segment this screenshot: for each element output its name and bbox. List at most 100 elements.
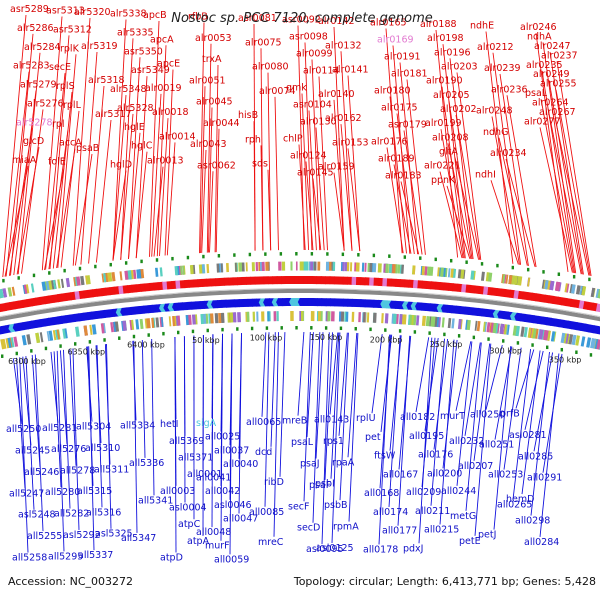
forward-gene-connector xyxy=(120,113,134,260)
forward-gene-label: alr0169 xyxy=(377,35,414,46)
reverse-gene-connector xyxy=(378,334,391,545)
forward-gene-connector xyxy=(304,42,313,251)
reverse-gene-connector xyxy=(324,332,333,480)
feature-mark xyxy=(114,321,119,332)
feature-mark xyxy=(0,339,5,350)
feature-mark xyxy=(340,311,345,322)
track-dot xyxy=(15,351,18,356)
reverse-gene-label: murF xyxy=(205,541,230,552)
forward-gene-connector xyxy=(456,72,482,260)
forward-gene-connector xyxy=(539,127,573,273)
reverse-gene-label: asl5292 xyxy=(63,530,101,541)
feature-mark xyxy=(177,315,181,326)
feature-mark xyxy=(470,270,475,280)
feature-mark xyxy=(7,287,12,297)
forward-gene-connector xyxy=(153,166,164,257)
reverse-gene-connector xyxy=(330,332,340,479)
reverse-gene-label: asl0125 xyxy=(316,543,354,554)
forward-gene-connector xyxy=(315,127,325,251)
feature-mark xyxy=(48,280,53,290)
reverse-gene-label: metG xyxy=(450,511,476,522)
feature-mark xyxy=(338,311,341,322)
reverse-gene-connector xyxy=(493,346,512,530)
reverse-gene-label: all0251 xyxy=(479,440,514,451)
feature-mark xyxy=(590,287,596,298)
track-dot xyxy=(17,276,20,280)
feature-mark xyxy=(434,316,438,327)
feature-mark xyxy=(191,314,196,325)
feature-mark xyxy=(579,285,583,295)
feature-mark xyxy=(206,264,210,274)
forward-gene-label: asr5313 xyxy=(46,6,85,17)
track-dot xyxy=(443,332,446,337)
feature-mark xyxy=(139,318,144,330)
forward-gene-label: alr5278 xyxy=(16,117,53,128)
reverse-gene-connector xyxy=(63,349,71,509)
track-dot xyxy=(63,268,66,273)
track-dot xyxy=(357,253,360,257)
reverse-gene-arrow xyxy=(302,298,310,307)
forward-gene-connector xyxy=(17,52,41,275)
feature-mark xyxy=(172,315,176,327)
track-dot xyxy=(217,254,221,258)
reverse-gene-label: all5315 xyxy=(77,486,112,497)
reverse-gene-label: all0085 xyxy=(249,507,284,518)
inner-dot-track xyxy=(1,326,593,358)
feature-mark xyxy=(569,284,573,294)
forward-gene-connector xyxy=(156,45,167,257)
feature-mark xyxy=(299,261,303,271)
track-dot xyxy=(388,254,391,258)
reverse-gene-labels: all5250all5245all5246all5247asl5248all52… xyxy=(6,408,562,565)
forward-gene-connector xyxy=(10,33,34,276)
forward-gene-label: alr0074 xyxy=(259,86,296,97)
feature-mark xyxy=(395,264,398,274)
feature-mark xyxy=(229,312,234,323)
reverse-gene-label: petJ xyxy=(478,530,496,541)
track-dot xyxy=(162,331,165,336)
track-dot xyxy=(480,262,484,266)
forward-gene-label: alr0045 xyxy=(196,97,233,108)
forward-gene-connector xyxy=(112,19,127,261)
feature-mark xyxy=(355,262,360,272)
feature-mark xyxy=(133,269,137,279)
feature-mark xyxy=(216,263,220,273)
feature-mark xyxy=(369,262,373,273)
forward-gene-label: alr0175 xyxy=(381,103,418,114)
feature-mark xyxy=(457,269,462,279)
forward-gene-connector xyxy=(385,28,403,254)
reverse-gene-connector xyxy=(183,336,186,503)
feature-mark xyxy=(366,312,370,323)
forward-gene-connector xyxy=(135,151,148,259)
track-dot xyxy=(449,258,453,263)
feature-mark xyxy=(564,283,568,293)
reverse-gene-label: all0037 xyxy=(214,445,249,456)
track-dot xyxy=(472,335,476,340)
forward-gene-labels: asr5289 alr5286 alr5284 alr5283 alr5279 alr52… xyxy=(10,4,578,186)
feature-mark xyxy=(486,322,491,333)
feature-mark xyxy=(480,271,485,281)
reverse-gene-label: all5278 xyxy=(60,466,95,477)
feature-mark xyxy=(565,333,569,344)
reverse-gene-label: all0200 xyxy=(427,468,462,479)
track-dot xyxy=(280,326,283,330)
feature-mark xyxy=(35,332,41,344)
reverse-gene-label: all0025 xyxy=(205,432,240,443)
reverse-gene-label: ribD xyxy=(264,477,284,488)
feature-mark xyxy=(520,326,525,337)
forward-gene-label: alr0180 xyxy=(374,86,411,97)
track-dot xyxy=(589,353,593,357)
forward-gene-connector xyxy=(200,86,206,254)
forward-gene-label: alr0124 xyxy=(290,151,327,162)
reverse-gene-label: all0195 xyxy=(409,431,444,442)
feature-mark xyxy=(466,319,471,331)
feature-mark xyxy=(344,311,347,322)
reverse-gene-label: atpC xyxy=(178,519,201,530)
track-dot xyxy=(531,343,534,347)
feature-mark xyxy=(372,263,377,273)
forward-gene-connector xyxy=(301,93,310,251)
reverse-gene-label: sigA xyxy=(196,418,217,429)
forward-gene-connector xyxy=(128,132,141,259)
feature-mark xyxy=(575,285,581,295)
forward-gene-label: alr5317 xyxy=(95,109,132,120)
reverse-gene-label: all5280 xyxy=(45,487,80,498)
